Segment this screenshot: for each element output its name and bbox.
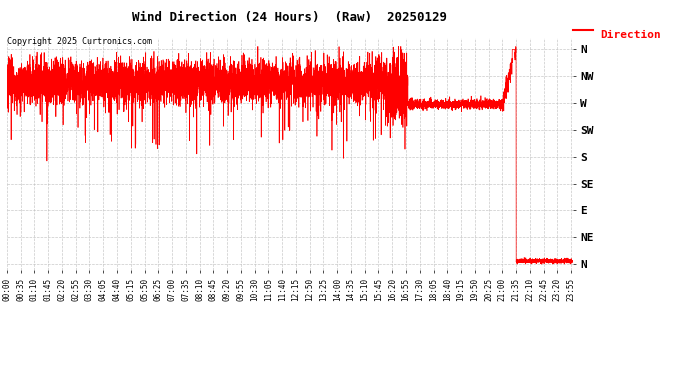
Text: Copyright 2025 Curtronics.com: Copyright 2025 Curtronics.com bbox=[7, 38, 152, 46]
Text: Wind Direction (24 Hours)  (Raw)  20250129: Wind Direction (24 Hours) (Raw) 20250129 bbox=[132, 11, 447, 24]
Text: Direction: Direction bbox=[600, 30, 661, 40]
